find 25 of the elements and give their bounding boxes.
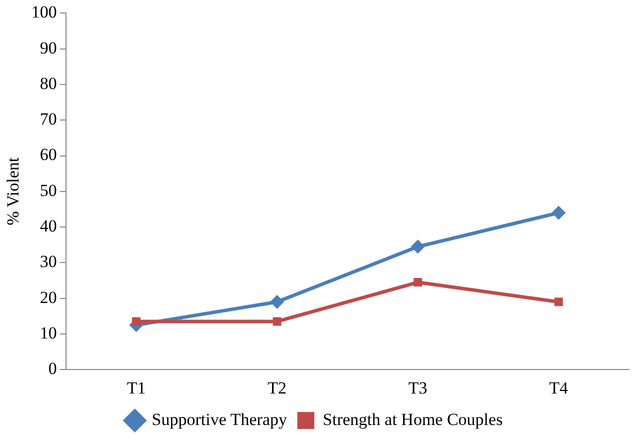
x-tick-label: T4 bbox=[549, 378, 569, 398]
legend-label: Strength at Home Couples bbox=[322, 410, 503, 429]
legend-label: Supportive Therapy bbox=[152, 410, 288, 429]
x-tick-label: T2 bbox=[268, 378, 287, 398]
point bbox=[272, 317, 282, 326]
point bbox=[552, 206, 566, 220]
y-tick-label: 0 bbox=[48, 359, 57, 378]
y-axis-title: % Violent bbox=[4, 157, 23, 226]
y-tick-label: 20 bbox=[40, 288, 57, 307]
y-tick-label: 30 bbox=[40, 252, 57, 272]
point bbox=[414, 278, 422, 287]
y-tick-label: 50 bbox=[40, 180, 57, 200]
point bbox=[410, 240, 425, 254]
y-tick-label: 90 bbox=[40, 38, 57, 58]
point bbox=[270, 294, 284, 309]
y-tick-label: 100 bbox=[31, 2, 57, 22]
x-tick-label: T1 bbox=[126, 378, 146, 398]
x-tick-label: T3 bbox=[408, 378, 428, 398]
y-tick-label: 10 bbox=[40, 323, 57, 342]
point bbox=[554, 298, 563, 306]
y-tick-label: 80 bbox=[40, 74, 57, 93]
y-tick-label: 70 bbox=[40, 110, 57, 129]
point bbox=[132, 317, 141, 326]
y-tick-label: 60 bbox=[40, 145, 57, 164]
y-tick-label: 40 bbox=[40, 216, 57, 236]
